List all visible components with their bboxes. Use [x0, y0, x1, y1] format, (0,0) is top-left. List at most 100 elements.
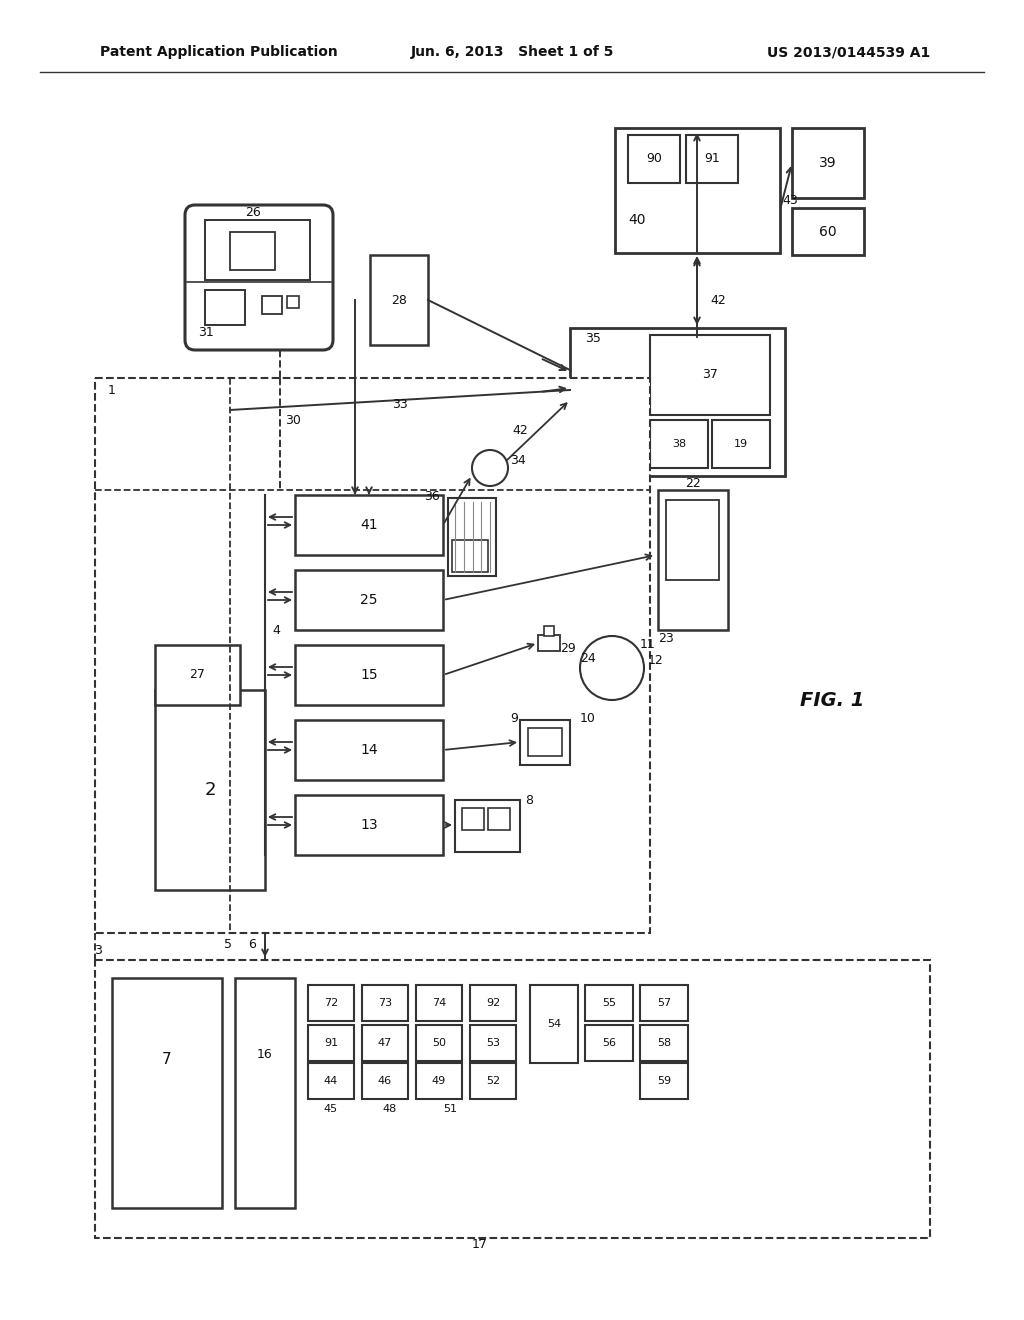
- Text: 30: 30: [285, 413, 301, 426]
- Text: 59: 59: [657, 1076, 671, 1086]
- Text: 38: 38: [672, 440, 686, 449]
- Text: 17: 17: [472, 1238, 488, 1251]
- Text: 29: 29: [560, 642, 575, 655]
- Text: 48: 48: [383, 1104, 397, 1114]
- Text: 42: 42: [512, 424, 528, 437]
- Bar: [230, 232, 275, 271]
- Text: 6: 6: [248, 939, 256, 952]
- Text: 42: 42: [710, 293, 726, 306]
- Bar: [650, 420, 708, 469]
- Bar: [370, 255, 428, 345]
- Bar: [452, 540, 488, 572]
- Text: 8: 8: [525, 793, 534, 807]
- Bar: [570, 327, 785, 477]
- Bar: [95, 378, 650, 933]
- Bar: [155, 645, 240, 705]
- Text: 92: 92: [485, 998, 500, 1008]
- Text: US 2013/0144539 A1: US 2013/0144539 A1: [767, 45, 930, 59]
- Text: 19: 19: [734, 440, 749, 449]
- Bar: [308, 985, 354, 1020]
- Text: 3: 3: [94, 944, 102, 957]
- Text: 41: 41: [360, 517, 378, 532]
- Bar: [295, 570, 443, 630]
- Text: 11: 11: [640, 639, 655, 652]
- Bar: [686, 135, 738, 183]
- Bar: [287, 296, 299, 308]
- Bar: [362, 1026, 408, 1061]
- Bar: [628, 135, 680, 183]
- Text: 16: 16: [257, 1048, 272, 1061]
- Bar: [416, 1026, 462, 1061]
- Text: 27: 27: [189, 668, 205, 681]
- Text: 45: 45: [323, 1104, 337, 1114]
- Bar: [640, 985, 688, 1020]
- Bar: [792, 209, 864, 255]
- Bar: [308, 1063, 354, 1100]
- Bar: [362, 985, 408, 1020]
- Bar: [650, 335, 770, 414]
- Text: 52: 52: [486, 1076, 500, 1086]
- Text: 12: 12: [648, 653, 664, 667]
- Bar: [615, 128, 780, 253]
- Bar: [488, 808, 510, 830]
- Bar: [528, 729, 562, 756]
- Text: 13: 13: [360, 818, 378, 832]
- Bar: [112, 978, 222, 1208]
- Text: 15: 15: [360, 668, 378, 682]
- Bar: [640, 1026, 688, 1061]
- Text: 60: 60: [819, 224, 837, 239]
- Text: 73: 73: [378, 998, 392, 1008]
- Text: 47: 47: [378, 1038, 392, 1048]
- Bar: [658, 490, 728, 630]
- Text: 40: 40: [629, 213, 646, 227]
- Text: 54: 54: [547, 1019, 561, 1030]
- Bar: [530, 985, 578, 1063]
- Text: 7: 7: [162, 1052, 172, 1068]
- Bar: [262, 296, 282, 314]
- Bar: [666, 500, 719, 579]
- Text: 56: 56: [602, 1038, 616, 1048]
- Bar: [416, 985, 462, 1020]
- Text: 10: 10: [580, 711, 596, 725]
- Bar: [205, 290, 245, 325]
- Text: 57: 57: [657, 998, 671, 1008]
- Bar: [295, 495, 443, 554]
- Text: 5: 5: [224, 939, 232, 952]
- Text: 53: 53: [486, 1038, 500, 1048]
- Bar: [295, 719, 443, 780]
- Text: 22: 22: [685, 477, 700, 490]
- Bar: [585, 985, 633, 1020]
- Text: 23: 23: [658, 631, 674, 644]
- Bar: [470, 1063, 516, 1100]
- Bar: [640, 1063, 688, 1100]
- Text: 36: 36: [424, 490, 440, 503]
- Bar: [449, 498, 496, 576]
- Text: 90: 90: [646, 153, 662, 165]
- Bar: [455, 800, 520, 851]
- Text: 1: 1: [108, 384, 116, 396]
- Text: FIG. 1: FIG. 1: [800, 690, 864, 710]
- Bar: [155, 690, 265, 890]
- Text: 24: 24: [580, 652, 596, 664]
- Bar: [205, 220, 310, 280]
- Text: 43: 43: [782, 194, 798, 206]
- Text: Patent Application Publication: Patent Application Publication: [100, 45, 338, 59]
- Bar: [95, 960, 930, 1238]
- Bar: [712, 420, 770, 469]
- Bar: [520, 719, 570, 766]
- Bar: [470, 1026, 516, 1061]
- Text: 33: 33: [392, 399, 408, 412]
- Bar: [538, 635, 560, 651]
- Text: 50: 50: [432, 1038, 446, 1048]
- Bar: [544, 626, 554, 636]
- Text: 49: 49: [432, 1076, 446, 1086]
- Bar: [416, 1063, 462, 1100]
- Text: 28: 28: [391, 293, 407, 306]
- Text: 35: 35: [585, 331, 601, 345]
- Text: 72: 72: [324, 998, 338, 1008]
- FancyBboxPatch shape: [185, 205, 333, 350]
- Text: 39: 39: [819, 156, 837, 170]
- Text: 2: 2: [204, 781, 216, 799]
- Text: 55: 55: [602, 998, 616, 1008]
- Text: 4: 4: [272, 623, 280, 636]
